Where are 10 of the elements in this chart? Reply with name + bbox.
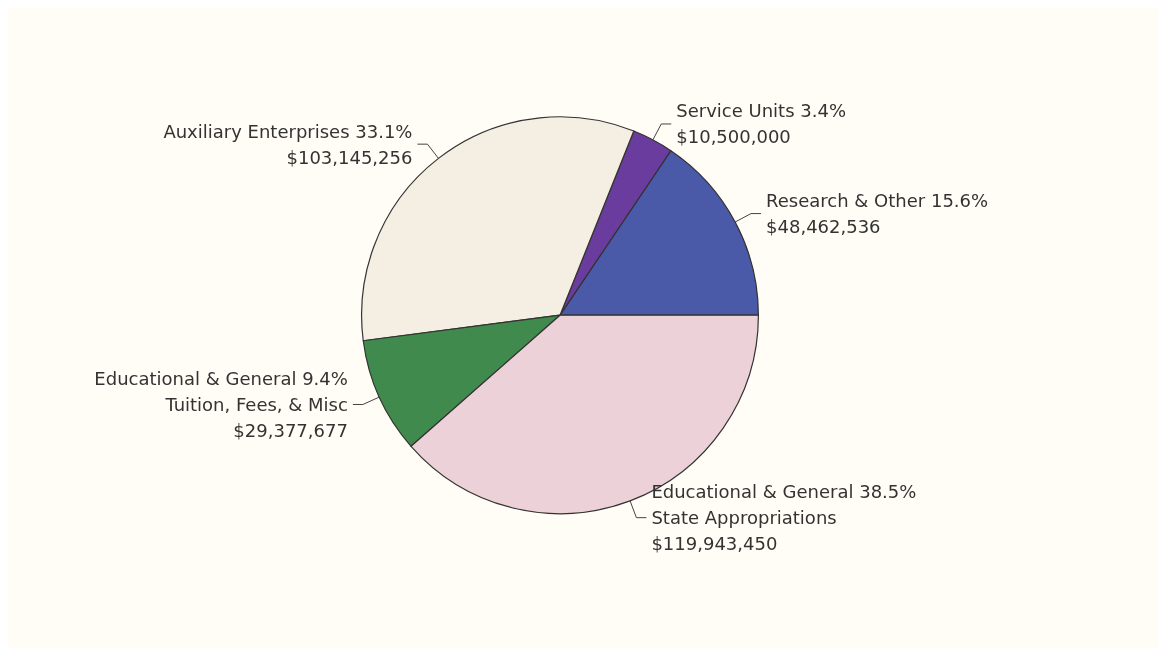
data-label: $29,377,677 bbox=[233, 419, 348, 441]
slice-label: Educational & General 38.5% State Appropriations bbox=[651, 481, 917, 529]
data-label: $103,145,256 bbox=[286, 146, 413, 168]
data-label: $10,500,000 bbox=[676, 126, 791, 148]
data-label: $48,462,536 bbox=[766, 216, 881, 238]
slice-label: Auxiliary Enterprises 33.1% bbox=[163, 120, 413, 142]
slice-label: Service Units 3.4% bbox=[676, 100, 847, 122]
slice-label: Research & Other 15.6% bbox=[766, 190, 989, 212]
slice-label: Educational & General 9.4% Tuition, Fees, & Misc bbox=[94, 367, 348, 415]
data-label: $119,943,450 bbox=[651, 533, 778, 555]
